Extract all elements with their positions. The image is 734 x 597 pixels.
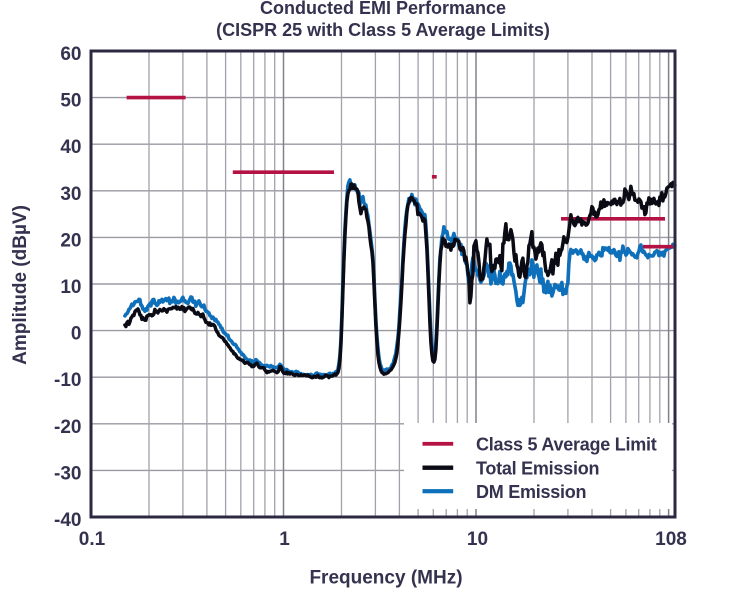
svg-text:Class 5 Average Limit: Class 5 Average Limit: [476, 435, 657, 455]
svg-text:0.1: 0.1: [79, 529, 106, 550]
svg-text:10: 10: [467, 529, 488, 550]
svg-text:40: 40: [60, 137, 81, 158]
svg-text:DM Emission: DM Emission: [476, 482, 586, 502]
svg-text:60: 60: [60, 44, 81, 65]
svg-text:(CISPR 25 with Class 5 Average: (CISPR 25 with Class 5 Average Limits): [216, 20, 550, 40]
svg-text:Conducted EMI Performance: Conducted EMI Performance: [260, 0, 506, 18]
svg-text:50: 50: [60, 91, 81, 112]
svg-text:Total Emission: Total Emission: [476, 458, 599, 478]
svg-text:108: 108: [655, 529, 687, 550]
svg-text:-40: -40: [54, 510, 81, 531]
svg-text:-10: -10: [54, 370, 81, 391]
svg-text:0: 0: [71, 324, 82, 345]
svg-text:Amplitude (dBµV): Amplitude (dBµV): [10, 205, 31, 365]
svg-text:-30: -30: [54, 463, 81, 484]
svg-text:10: 10: [60, 277, 81, 298]
svg-text:Frequency (MHz): Frequency (MHz): [309, 568, 462, 589]
svg-text:30: 30: [60, 184, 81, 205]
svg-text:20: 20: [60, 230, 81, 251]
svg-text:1: 1: [279, 529, 290, 550]
svg-text:-20: -20: [54, 417, 81, 438]
